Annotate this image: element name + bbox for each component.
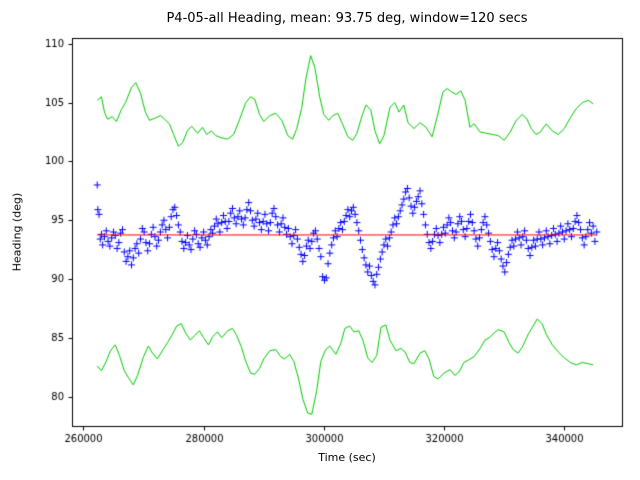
y-axis-label: Heading (deg) [10, 192, 24, 272]
chart-title: P4-05-all Heading, mean: 93.75 deg, wind… [166, 11, 528, 26]
x-axis-label: Time (sec) [318, 451, 376, 464]
